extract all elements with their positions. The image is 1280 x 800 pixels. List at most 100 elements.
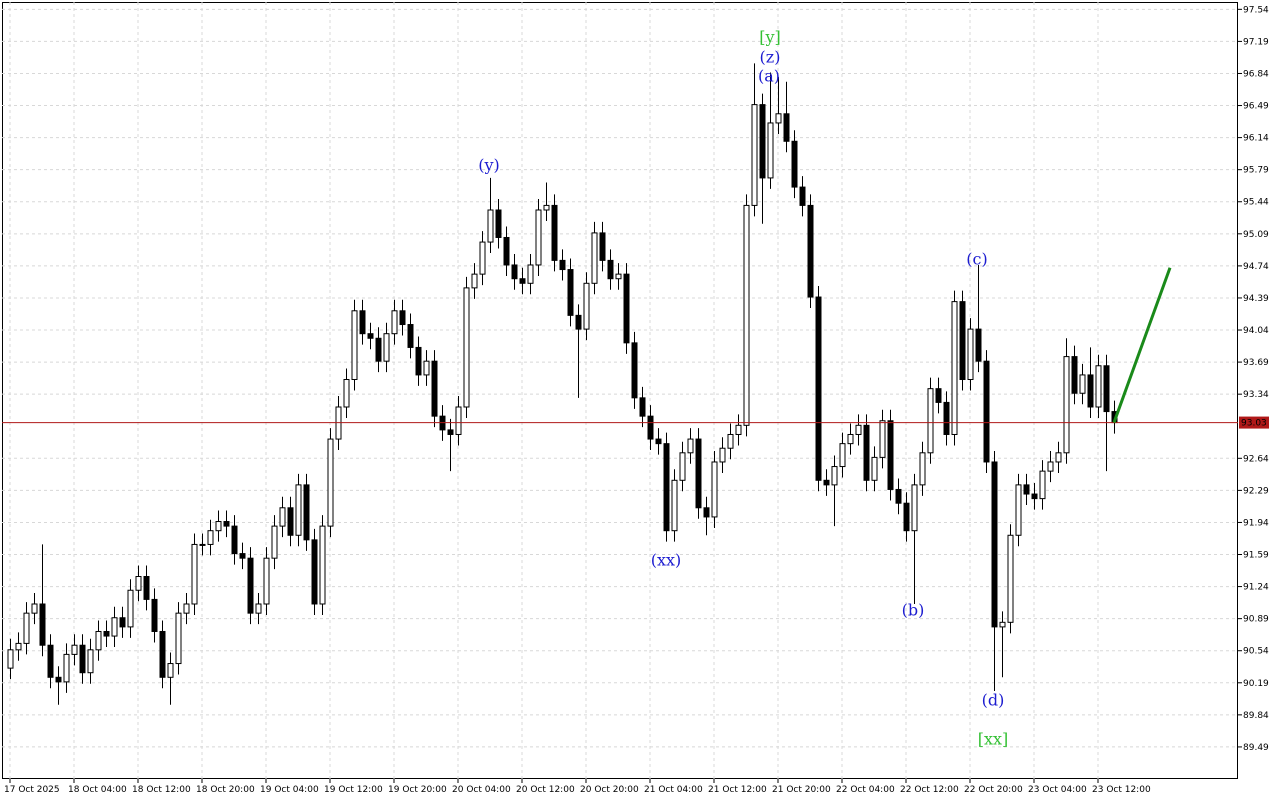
candle-body <box>111 617 118 637</box>
candle-body <box>983 360 990 463</box>
candle-body <box>1047 461 1054 472</box>
candle-body <box>63 653 70 683</box>
candle-body <box>543 204 550 211</box>
candle-body <box>815 296 822 481</box>
candle-body <box>831 466 838 486</box>
x-tick-label: 19 Oct 20:00 <box>388 785 447 795</box>
candle-body <box>175 612 182 665</box>
candle-body <box>159 630 166 678</box>
current-price-label: 93.03 <box>1241 419 1267 429</box>
candle-body <box>807 204 814 298</box>
y-tick-label: 94.74 <box>1243 262 1269 272</box>
candle-body <box>143 576 150 600</box>
candle-body <box>47 644 54 678</box>
y-tick-label: 93.69 <box>1243 358 1269 368</box>
candle-body <box>975 328 982 362</box>
candle-body <box>695 438 702 509</box>
candle-body <box>215 521 222 532</box>
wave-label: [y] <box>759 28 781 47</box>
x-tick-label: 21 Oct 04:00 <box>644 785 703 795</box>
candles <box>7 63 1118 705</box>
candle-body <box>319 525 326 605</box>
y-tick-label: 90.89 <box>1243 615 1269 625</box>
candle-body <box>527 264 534 284</box>
x-tick-label: 23 Oct 12:00 <box>1092 785 1151 795</box>
candle-body <box>367 333 374 339</box>
candle-body <box>999 621 1006 628</box>
wave-label: (a) <box>758 67 780 86</box>
x-tick-label: 18 Oct 20:00 <box>196 785 255 795</box>
candle-body <box>191 543 198 605</box>
candle-body <box>935 388 942 403</box>
candle-body <box>783 113 790 142</box>
candle-body <box>55 676 62 683</box>
candle-body <box>455 406 462 435</box>
candle-body <box>823 479 830 486</box>
candle-body <box>511 264 518 280</box>
candle-body <box>919 452 926 486</box>
y-tick-label: 89.49 <box>1243 743 1269 753</box>
candle-body <box>879 420 886 458</box>
candle-body <box>351 310 358 381</box>
candle-body <box>703 507 710 518</box>
candle-body <box>271 525 278 559</box>
candle-body <box>535 209 542 266</box>
candle-body <box>327 438 334 527</box>
candle-body <box>871 456 878 481</box>
candle-body <box>287 507 294 536</box>
candle-body <box>135 576 142 591</box>
candle-body <box>39 603 46 646</box>
candle-body <box>943 401 950 435</box>
candle-body <box>1095 365 1102 408</box>
candle-body <box>87 649 94 674</box>
candle-body <box>847 433 854 445</box>
candle-body <box>79 644 86 674</box>
candle-body <box>583 282 590 330</box>
x-tick-label: 22 Oct 12:00 <box>900 785 959 795</box>
wave-label: (b) <box>902 601 925 620</box>
candle-body <box>903 502 910 532</box>
candle-body <box>1039 470 1046 500</box>
x-tick-label: 21 Oct 12:00 <box>708 785 767 795</box>
overlay: 93.03 <box>2 267 1269 429</box>
candle-body <box>383 333 390 362</box>
candle-body <box>767 122 774 179</box>
candle-body <box>343 379 350 408</box>
y-tick-label: 95.44 <box>1243 198 1269 208</box>
y-tick-label: 90.19 <box>1243 679 1269 689</box>
candle-body <box>263 557 270 605</box>
candle-body <box>295 484 302 536</box>
y-tick-label: 97.19 <box>1243 37 1269 47</box>
candle-body <box>1071 356 1078 394</box>
y-tick-label: 94.39 <box>1243 294 1269 304</box>
candle-body <box>223 521 230 527</box>
x-tick-label: 20 Oct 20:00 <box>580 785 639 795</box>
y-tick-label: 96.49 <box>1243 102 1269 112</box>
candle-body <box>311 539 318 605</box>
x-tick-label: 21 Oct 20:00 <box>772 785 831 795</box>
x-tick-label: 22 Oct 04:00 <box>836 785 895 795</box>
candle-body <box>575 314 582 330</box>
y-tick-label: 94.04 <box>1243 326 1269 336</box>
candle-body <box>279 507 286 527</box>
y-tick-label: 96.14 <box>1243 134 1269 144</box>
candle-body <box>663 443 670 532</box>
candle-body <box>391 310 398 335</box>
candle-body <box>375 337 382 362</box>
candle-body <box>23 612 30 644</box>
candle-body <box>423 360 430 376</box>
x-tick-label: 23 Oct 04:00 <box>1028 785 1087 795</box>
y-tick-label: 93.34 <box>1243 390 1269 400</box>
candle-body <box>7 649 14 669</box>
candle-body <box>71 644 78 655</box>
candle-body <box>623 273 630 344</box>
wave-label: (c) <box>966 250 987 269</box>
candle-body <box>1015 484 1022 536</box>
y-tick-label: 90.54 <box>1243 647 1269 657</box>
candle-body <box>183 603 190 614</box>
candle-body <box>743 204 750 426</box>
y-tick-label: 96.84 <box>1243 69 1269 79</box>
candle-body <box>1055 452 1062 463</box>
